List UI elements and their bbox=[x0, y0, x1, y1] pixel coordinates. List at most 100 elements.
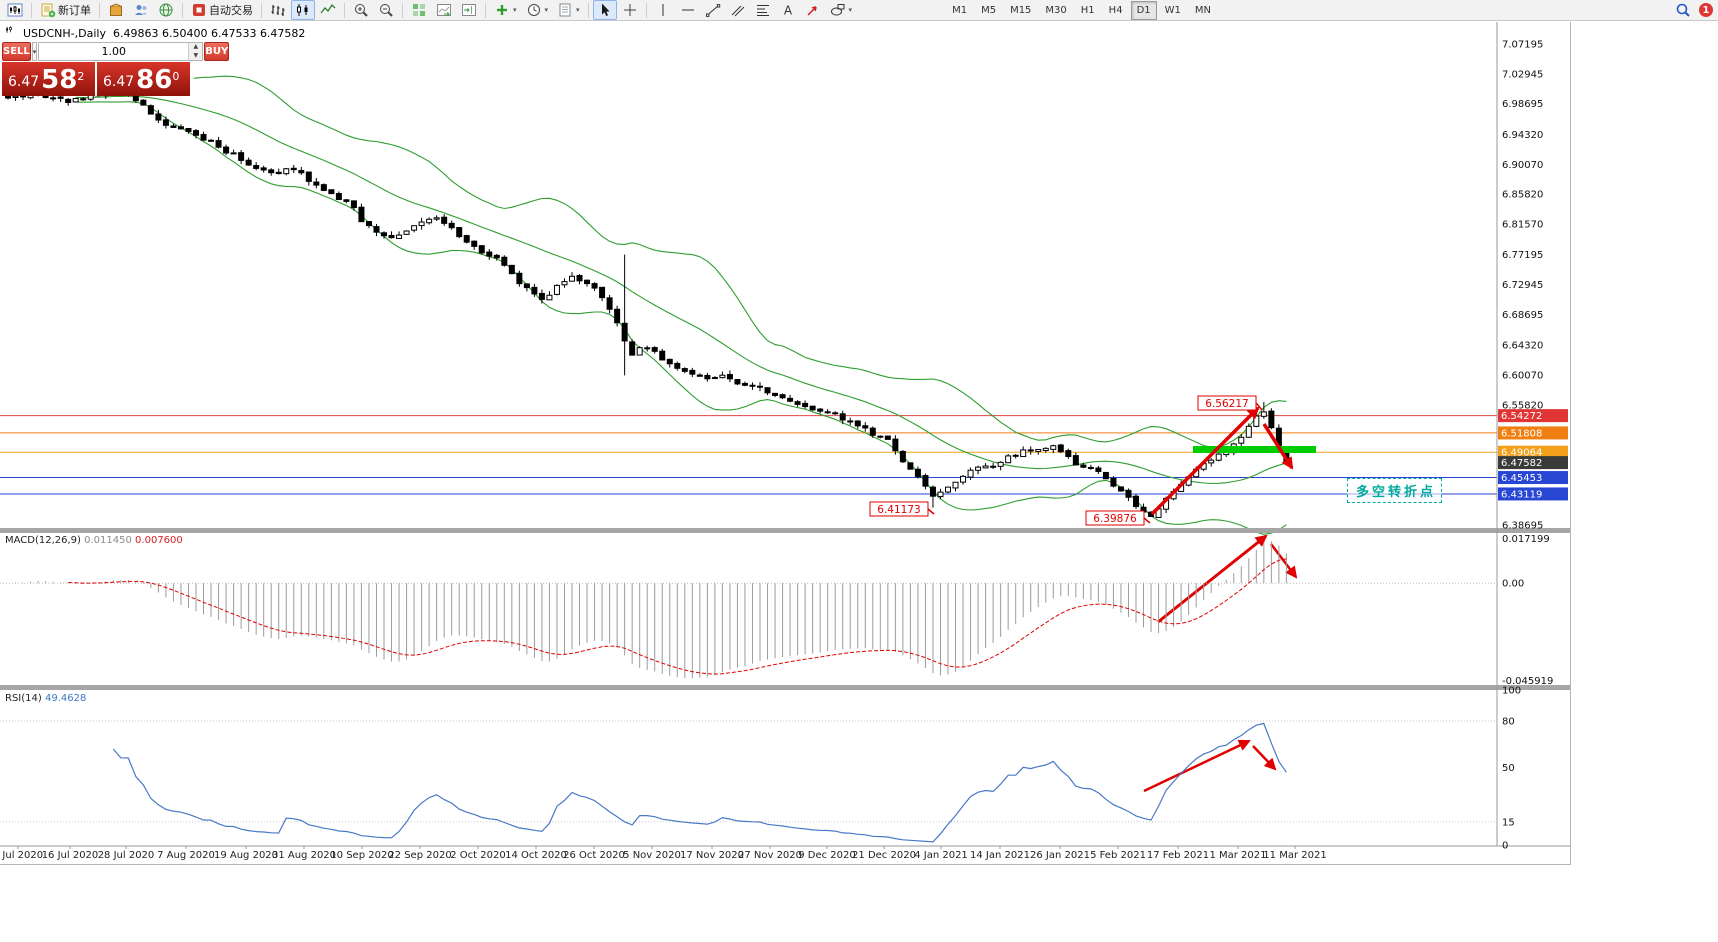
timeframe-mn[interactable]: MN bbox=[1194, 4, 1211, 16]
turning-point-annotation[interactable]: 多空转折点 bbox=[1347, 478, 1443, 503]
crosshair-button[interactable] bbox=[618, 0, 642, 20]
trend-arrow[interactable] bbox=[1262, 423, 1294, 470]
lot-decrease-button[interactable]: ▼ bbox=[189, 51, 203, 60]
market-icon[interactable] bbox=[104, 0, 128, 20]
timeframe-d1[interactable]: D1 bbox=[1130, 0, 1157, 20]
candles bbox=[5, 89, 1290, 518]
community-icon[interactable] bbox=[129, 0, 153, 20]
date-axis-label: 11 Mar 2021 bbox=[1263, 850, 1326, 861]
rsi-panel: 100 80 50 15 0 bbox=[0, 686, 1521, 852]
svg-text:-0.045919: -0.045919 bbox=[1502, 676, 1553, 687]
rsi-axis-label: 100 bbox=[1502, 686, 1521, 697]
mql5-icon[interactable] bbox=[154, 0, 178, 20]
zoom-in-button[interactable] bbox=[349, 0, 373, 20]
price-axis-label: 6.81570 bbox=[1502, 219, 1543, 230]
timeframe-h1[interactable]: H1 bbox=[1080, 4, 1095, 16]
one-click-trading-widget: SELL ▾ ▲ ▼ BUY 6.47 58 2 6.4 bbox=[2, 42, 230, 96]
date-axis-label: 19 Aug 2020 bbox=[214, 850, 278, 861]
trend-arrow[interactable] bbox=[1252, 745, 1277, 771]
timeframe-m15[interactable]: M15 bbox=[1010, 4, 1032, 16]
trend-arrow[interactable] bbox=[1157, 534, 1268, 624]
zoom-out-button[interactable] bbox=[374, 0, 398, 20]
price-axis-label: 6.64320 bbox=[1502, 341, 1543, 352]
timeframe-h4[interactable]: H4 bbox=[1108, 4, 1123, 16]
periods-button[interactable]: ▾ bbox=[522, 0, 553, 20]
auto-trading-button[interactable]: 自动交易 bbox=[187, 0, 257, 20]
new-order-button[interactable]: 新订单 bbox=[36, 0, 95, 20]
candlestick-chart-button[interactable] bbox=[291, 0, 315, 20]
price-tag-6.51808 bbox=[1498, 426, 1568, 440]
notification-badge[interactable]: 1 bbox=[1699, 3, 1713, 17]
svg-text:A: A bbox=[783, 4, 792, 18]
svg-text:6.43119: 6.43119 bbox=[1501, 489, 1542, 500]
macd-signal-value: 0.007600 bbox=[135, 535, 183, 546]
chart-canvas[interactable]: 6.56217 6.41173 6.39876 7.07195 7.02945 6.986… bbox=[0, 22, 1570, 864]
price-axis-label: 6.55820 bbox=[1502, 400, 1543, 411]
lot-size-input[interactable] bbox=[39, 43, 189, 60]
timeframe-m30[interactable]: M30 bbox=[1045, 4, 1067, 16]
rsi-axis-label: 0 bbox=[1502, 841, 1508, 852]
trend-arrow[interactable] bbox=[1143, 739, 1251, 793]
toolbar-separator bbox=[645, 2, 647, 18]
price-tag-6.45453 bbox=[1498, 471, 1568, 485]
chart-shift-button[interactable] bbox=[457, 0, 481, 20]
auto-scroll-button[interactable] bbox=[432, 0, 456, 20]
bar-chart-button[interactable] bbox=[266, 0, 290, 20]
toolbar-separator bbox=[402, 2, 403, 18]
svg-text:6.56217: 6.56217 bbox=[1205, 398, 1248, 410]
svg-text:0.00: 0.00 bbox=[1502, 579, 1524, 590]
trade-prices-row: 6.47 58 2 6.47 86 0 bbox=[2, 62, 194, 96]
fibonacci-button[interactable] bbox=[751, 0, 775, 20]
new-chart-button[interactable] bbox=[3, 0, 27, 20]
templates-button[interactable]: ▾ bbox=[553, 0, 584, 20]
text-button[interactable]: A bbox=[776, 0, 800, 20]
svg-text:6.54272: 6.54272 bbox=[1501, 411, 1542, 422]
trend-arrow[interactable] bbox=[1270, 543, 1298, 579]
date-axis-label: 1 Mar 2021 bbox=[1209, 850, 1266, 861]
price-axis-label: 6.94320 bbox=[1502, 130, 1543, 141]
arrows-button[interactable] bbox=[801, 0, 825, 20]
tile-windows-button[interactable] bbox=[407, 0, 431, 20]
support-zone-band[interactable] bbox=[1193, 446, 1316, 453]
price-axis[interactable]: 7.07195 7.02945 6.98695 6.94320 6.90070 6.858… bbox=[1498, 40, 1568, 532]
order-options-dropdown[interactable]: ▾ bbox=[31, 42, 38, 61]
vertical-line-button[interactable] bbox=[651, 0, 675, 20]
buy-price-tile[interactable]: 6.47 86 0 bbox=[97, 62, 190, 96]
timeframe-m5[interactable]: M5 bbox=[981, 4, 997, 16]
bid-price-int: 6.47 bbox=[8, 74, 40, 90]
channel-button[interactable] bbox=[726, 0, 750, 20]
cursor-button[interactable] bbox=[592, 0, 617, 20]
lot-increase-button[interactable]: ▲ bbox=[189, 43, 203, 52]
buy-button[interactable]: BUY bbox=[204, 42, 230, 61]
date-axis-label: 28 Jul 2020 bbox=[98, 850, 155, 861]
ask-price-frac: 0 bbox=[172, 70, 180, 83]
search-icon[interactable] bbox=[1671, 0, 1695, 20]
date-axis-label: 5 Nov 2020 bbox=[623, 850, 681, 861]
toolbar-separator bbox=[31, 2, 32, 18]
rsi-line bbox=[112, 722, 1287, 843]
chart-title: USDCNH-,Daily 6.49863 6.50400 6.47533 6.… bbox=[5, 26, 305, 40]
macd-panel: 0.017199 0.00 -0.045919 bbox=[0, 534, 1553, 687]
trendline-button[interactable] bbox=[701, 0, 725, 20]
trend-arrow[interactable] bbox=[1150, 406, 1260, 516]
chart-ohlc-values: 6.49863 6.50400 6.47533 6.47582 bbox=[112, 26, 306, 40]
toolbar-separator bbox=[182, 2, 183, 18]
sell-button[interactable]: SELL bbox=[2, 42, 31, 61]
timeframe-m1[interactable]: M1 bbox=[952, 4, 968, 16]
date-axis-label: 14 Jan 2021 bbox=[970, 850, 1030, 861]
line-chart-button[interactable] bbox=[316, 0, 340, 20]
price-axis-label: 7.07195 bbox=[1502, 40, 1543, 51]
price-tag-6.47582 bbox=[1498, 456, 1568, 470]
sell-price-tile[interactable]: 6.47 58 2 bbox=[2, 62, 95, 96]
price-tag-6.54272 bbox=[1498, 409, 1568, 423]
indicators-button[interactable]: ▾ bbox=[497, 5, 517, 15]
shapes-button[interactable]: ▾ bbox=[826, 0, 857, 20]
horizontal-line-button[interactable] bbox=[676, 0, 700, 20]
rsi-value: 49.4628 bbox=[44, 693, 87, 704]
price-axis-label: 6.60070 bbox=[1502, 370, 1543, 381]
bb-middle-band bbox=[75, 95, 1287, 485]
rsi-axis-label: 50 bbox=[1502, 763, 1515, 774]
timeframe-group: M1 M5 M15 M30 H1 H4 D1 W1 MN bbox=[945, 0, 1218, 20]
timeframe-w1[interactable]: W1 bbox=[1164, 4, 1181, 16]
